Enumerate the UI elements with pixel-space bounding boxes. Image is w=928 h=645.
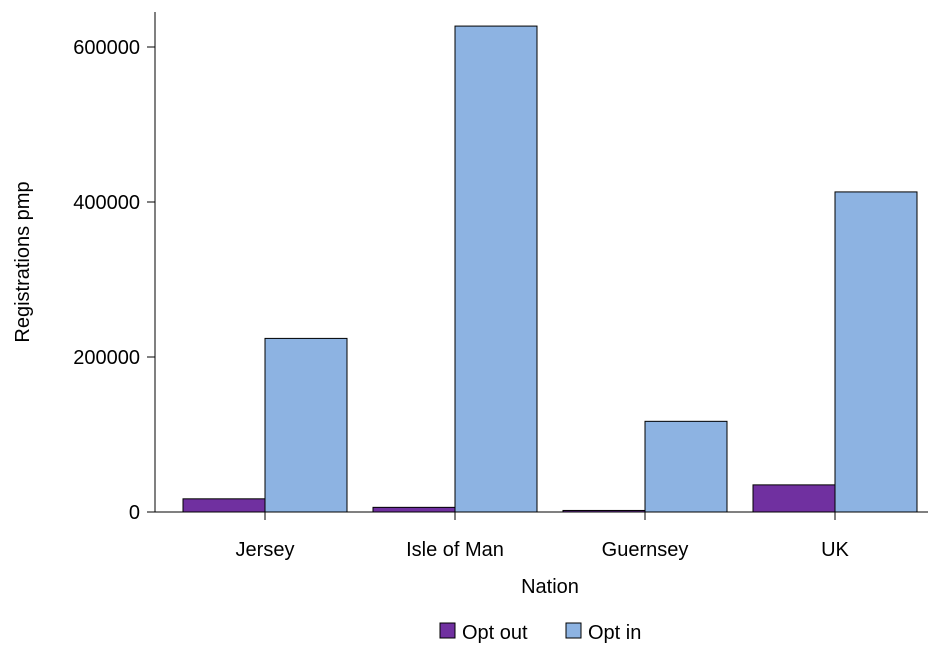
x-tick-label: UK [821, 539, 849, 561]
y-tick-label: 0 [129, 502, 140, 524]
bar-opt-in-uk [834, 191, 918, 513]
bar-opt-in-guernsey [644, 420, 728, 513]
bar-opt-out-uk [752, 484, 836, 513]
y-tick-label: 200000 [73, 347, 140, 369]
legend-label: Opt in [588, 622, 641, 644]
y-tick-label: 600000 [73, 37, 140, 59]
legend: Opt out Opt in [439, 622, 641, 644]
legend-swatch [565, 622, 582, 639]
bar-opt-out-jersey [182, 498, 266, 513]
bar-opt-in-jersey [264, 337, 348, 513]
bar-opt-out-isle-of-man [372, 506, 456, 513]
legend-label: Opt out [462, 622, 528, 644]
bars-group [182, 25, 918, 513]
x-tick-label: Jersey [236, 539, 295, 561]
x-tick-label: Isle of Man [406, 539, 504, 561]
bar-opt-in-isle-of-man [454, 25, 538, 513]
y-axis-ticks: 0 200000 400000 600000 [73, 37, 155, 524]
legend-swatch [439, 622, 456, 639]
x-axis-ticks: Jersey Isle of Man Guernsey UK [236, 512, 850, 561]
x-axis-label: Nation [521, 576, 579, 598]
x-tick-label: Guernsey [602, 539, 689, 561]
y-tick-label: 400000 [73, 192, 140, 214]
y-axis-label: Registrations pmp [12, 181, 34, 342]
